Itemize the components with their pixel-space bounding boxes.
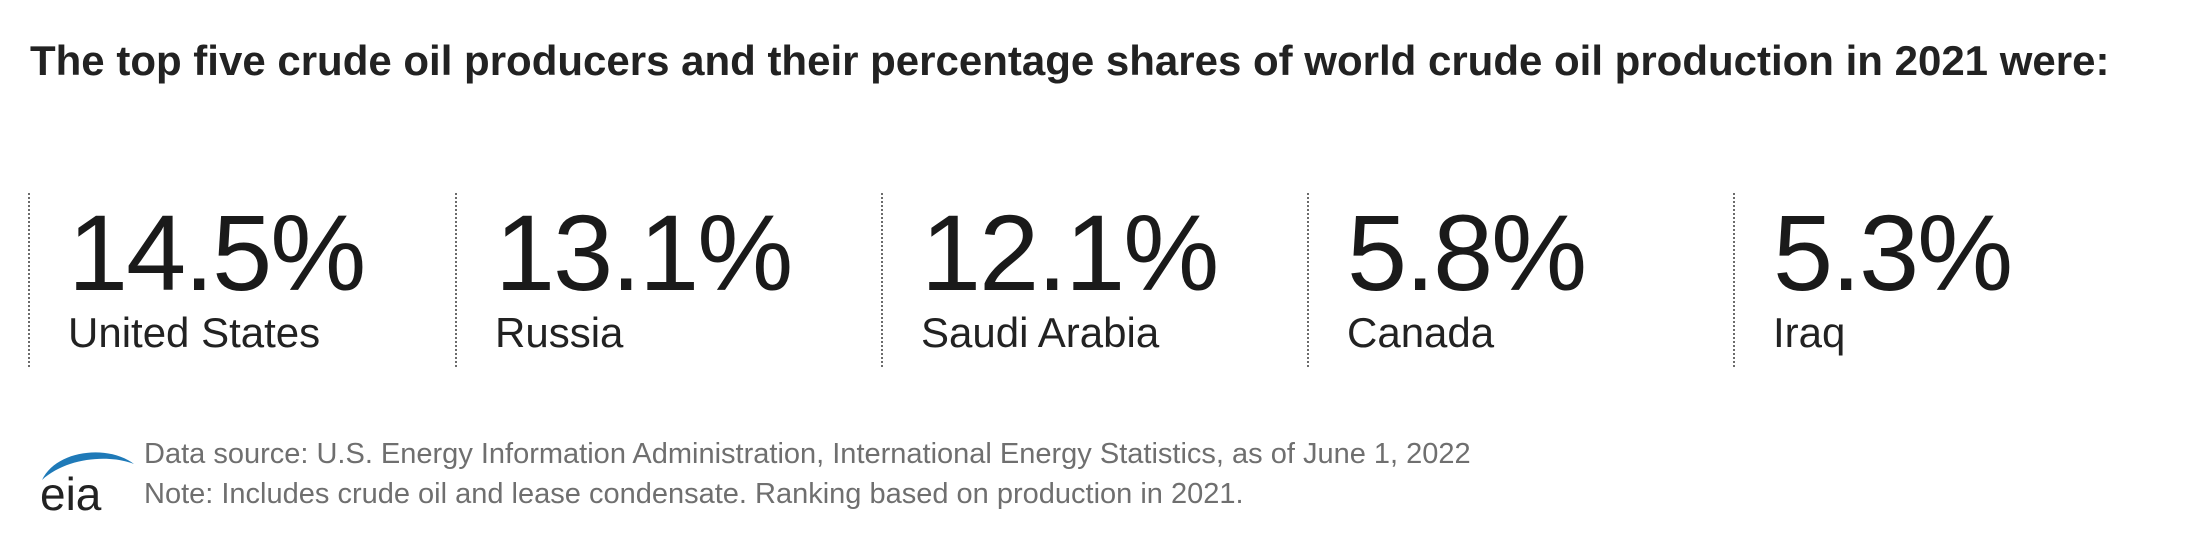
stat-canada: 5.8% Canada [1307,193,1734,367]
eia-logo-icon: eia [40,452,134,514]
note: Note: Includes crude oil and lease conde… [144,478,1244,510]
producer-stats: 14.5% United States 13.1% Russia 12.1% S… [28,193,2168,367]
source-footer: eia Data source: U.S. Energy Information… [38,434,1638,514]
stat-country: Saudi Arabia [921,309,1160,356]
stat-united-states: 14.5% United States [28,193,456,367]
logo-text: eia [40,468,102,514]
stat-value: 13.1% [495,192,793,313]
source-text: Data source: U.S. Energy Information Adm… [144,434,1471,514]
stat-iraq: 5.3% Iraq [1733,193,2160,367]
stat-country: United States [68,309,321,356]
stat-country: Iraq [1773,309,1846,356]
stat-russia: 13.1% Russia [455,193,882,367]
stat-value: 14.5% [68,192,366,313]
data-source: Data source: U.S. Energy Information Adm… [144,438,1471,470]
stat-value: 12.1% [921,192,1219,313]
stat-value: 5.8% [1347,192,1587,313]
stat-country: Canada [1347,309,1495,356]
stat-saudi-arabia: 12.1% Saudi Arabia [881,193,1308,367]
stat-value: 5.3% [1773,192,2013,313]
headline: The top five crude oil producers and the… [30,37,2110,84]
stat-country: Russia [495,309,624,356]
